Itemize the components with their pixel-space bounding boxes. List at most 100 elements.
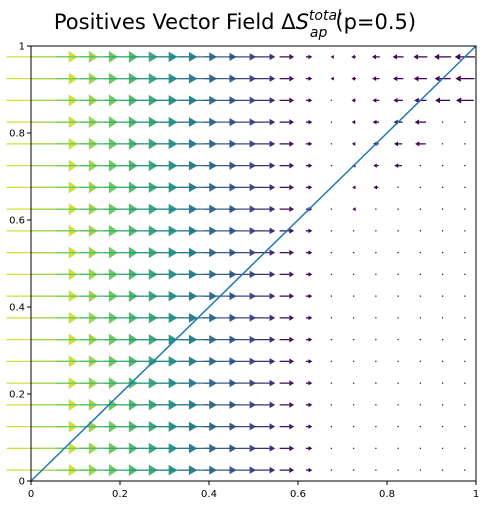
field-arrow: [330, 54, 334, 59]
field-arrow: [375, 469, 377, 471]
field-arrow: [419, 164, 422, 167]
field-arrow: [279, 162, 295, 169]
field-arrow: [330, 469, 333, 471]
field-arrow: [375, 338, 377, 341]
field-arrow: [375, 295, 377, 297]
field-arrow: [279, 249, 295, 256]
field-arrow: [279, 358, 295, 365]
field-arrow: [455, 97, 474, 104]
field-arrow: [305, 76, 313, 81]
field-arrow: [397, 251, 399, 254]
field-arrow: [393, 141, 403, 147]
field-arrow: [419, 186, 422, 189]
field-arrow: [419, 404, 422, 406]
field-arrow: [441, 469, 444, 471]
field-arrow: [464, 338, 466, 341]
field-arrow: [228, 466, 257, 474]
field-arrow: [253, 271, 276, 278]
field-arrow: [279, 293, 295, 299]
field-arrow: [352, 338, 355, 341]
field-arrow: [228, 227, 257, 235]
field-arrow: [397, 382, 399, 384]
field-arrow: [373, 163, 379, 168]
field-arrow: [330, 295, 333, 297]
field-arrow: [392, 54, 404, 60]
field-arrow: [330, 317, 333, 319]
field-arrow: [305, 446, 313, 451]
field-arrow: [279, 315, 295, 321]
field-arrow: [352, 251, 355, 254]
field-arrow: [419, 338, 422, 341]
field-arrow: [419, 382, 422, 384]
field-arrow: [253, 292, 276, 300]
field-arrow: [330, 273, 333, 276]
field-arrow: [464, 425, 466, 428]
field-arrow: [415, 141, 426, 147]
field-arrow: [279, 141, 295, 147]
field-arrow: [375, 404, 377, 406]
field-arrow: [419, 230, 422, 232]
field-arrow: [397, 404, 399, 406]
field-arrow: [305, 141, 313, 147]
field-arrow: [305, 293, 313, 299]
field-arrow: [279, 184, 295, 191]
field-arrow: [441, 317, 444, 319]
field-arrow: [330, 143, 333, 145]
field-arrow: [397, 186, 399, 189]
x-tick-label: 0: [28, 489, 34, 500]
field-arrow: [352, 425, 355, 428]
field-arrow: [419, 317, 422, 319]
field-arrow: [464, 164, 466, 167]
field-arrow: [305, 54, 313, 60]
field-arrow: [330, 76, 334, 81]
arrow-field: [6, 50, 475, 477]
field-arrow: [279, 97, 295, 104]
field-arrow: [253, 379, 276, 387]
field-arrow: [397, 230, 399, 232]
field-arrow: [253, 227, 276, 235]
field-arrow: [305, 424, 313, 429]
field-arrow: [397, 317, 399, 319]
field-arrow: [253, 162, 276, 169]
field-arrow: [464, 208, 466, 210]
field-arrow: [305, 467, 313, 473]
field-arrow: [375, 251, 377, 254]
field-arrow: [464, 143, 466, 145]
title-symbol: S: [296, 10, 309, 34]
field-arrow: [279, 423, 295, 430]
field-arrow: [464, 382, 466, 384]
field-arrow: [397, 338, 399, 341]
field-arrow: [228, 335, 257, 344]
field-arrow: [441, 164, 444, 167]
field-arrow: [253, 205, 276, 213]
field-arrow: [441, 143, 444, 145]
field-arrow: [330, 99, 333, 102]
field-arrow: [253, 97, 276, 104]
field-arrow: [375, 317, 377, 319]
y-tick-label: 1: [19, 42, 25, 53]
field-arrow: [419, 251, 422, 254]
field-arrow: [279, 54, 295, 60]
field-arrow: [352, 382, 355, 384]
field-arrow: [305, 337, 313, 342]
axes-frame: [30, 45, 477, 482]
field-arrow: [253, 118, 276, 126]
field-arrow: [228, 161, 257, 170]
field-arrow: [441, 425, 444, 428]
field-arrow: [305, 250, 313, 255]
field-arrow: [352, 230, 355, 232]
field-arrow: [397, 208, 399, 210]
field-arrow: [351, 120, 356, 125]
field-arrow: [441, 382, 444, 384]
field-arrow: [253, 423, 276, 430]
field-arrow: [228, 270, 257, 279]
field-arrow: [455, 75, 475, 82]
field-arrow: [253, 314, 276, 322]
title-subscript: ap: [310, 25, 328, 41]
field-arrow: [419, 295, 422, 297]
field-arrow: [305, 315, 313, 321]
axis-ticks: 0 0.2 0.4 0.6 0.8 1 0 0.2 0.4 0.6 0.8 1: [9, 42, 479, 501]
field-arrow: [352, 360, 355, 363]
field-arrow: [253, 184, 276, 191]
field-arrow: [464, 295, 466, 297]
